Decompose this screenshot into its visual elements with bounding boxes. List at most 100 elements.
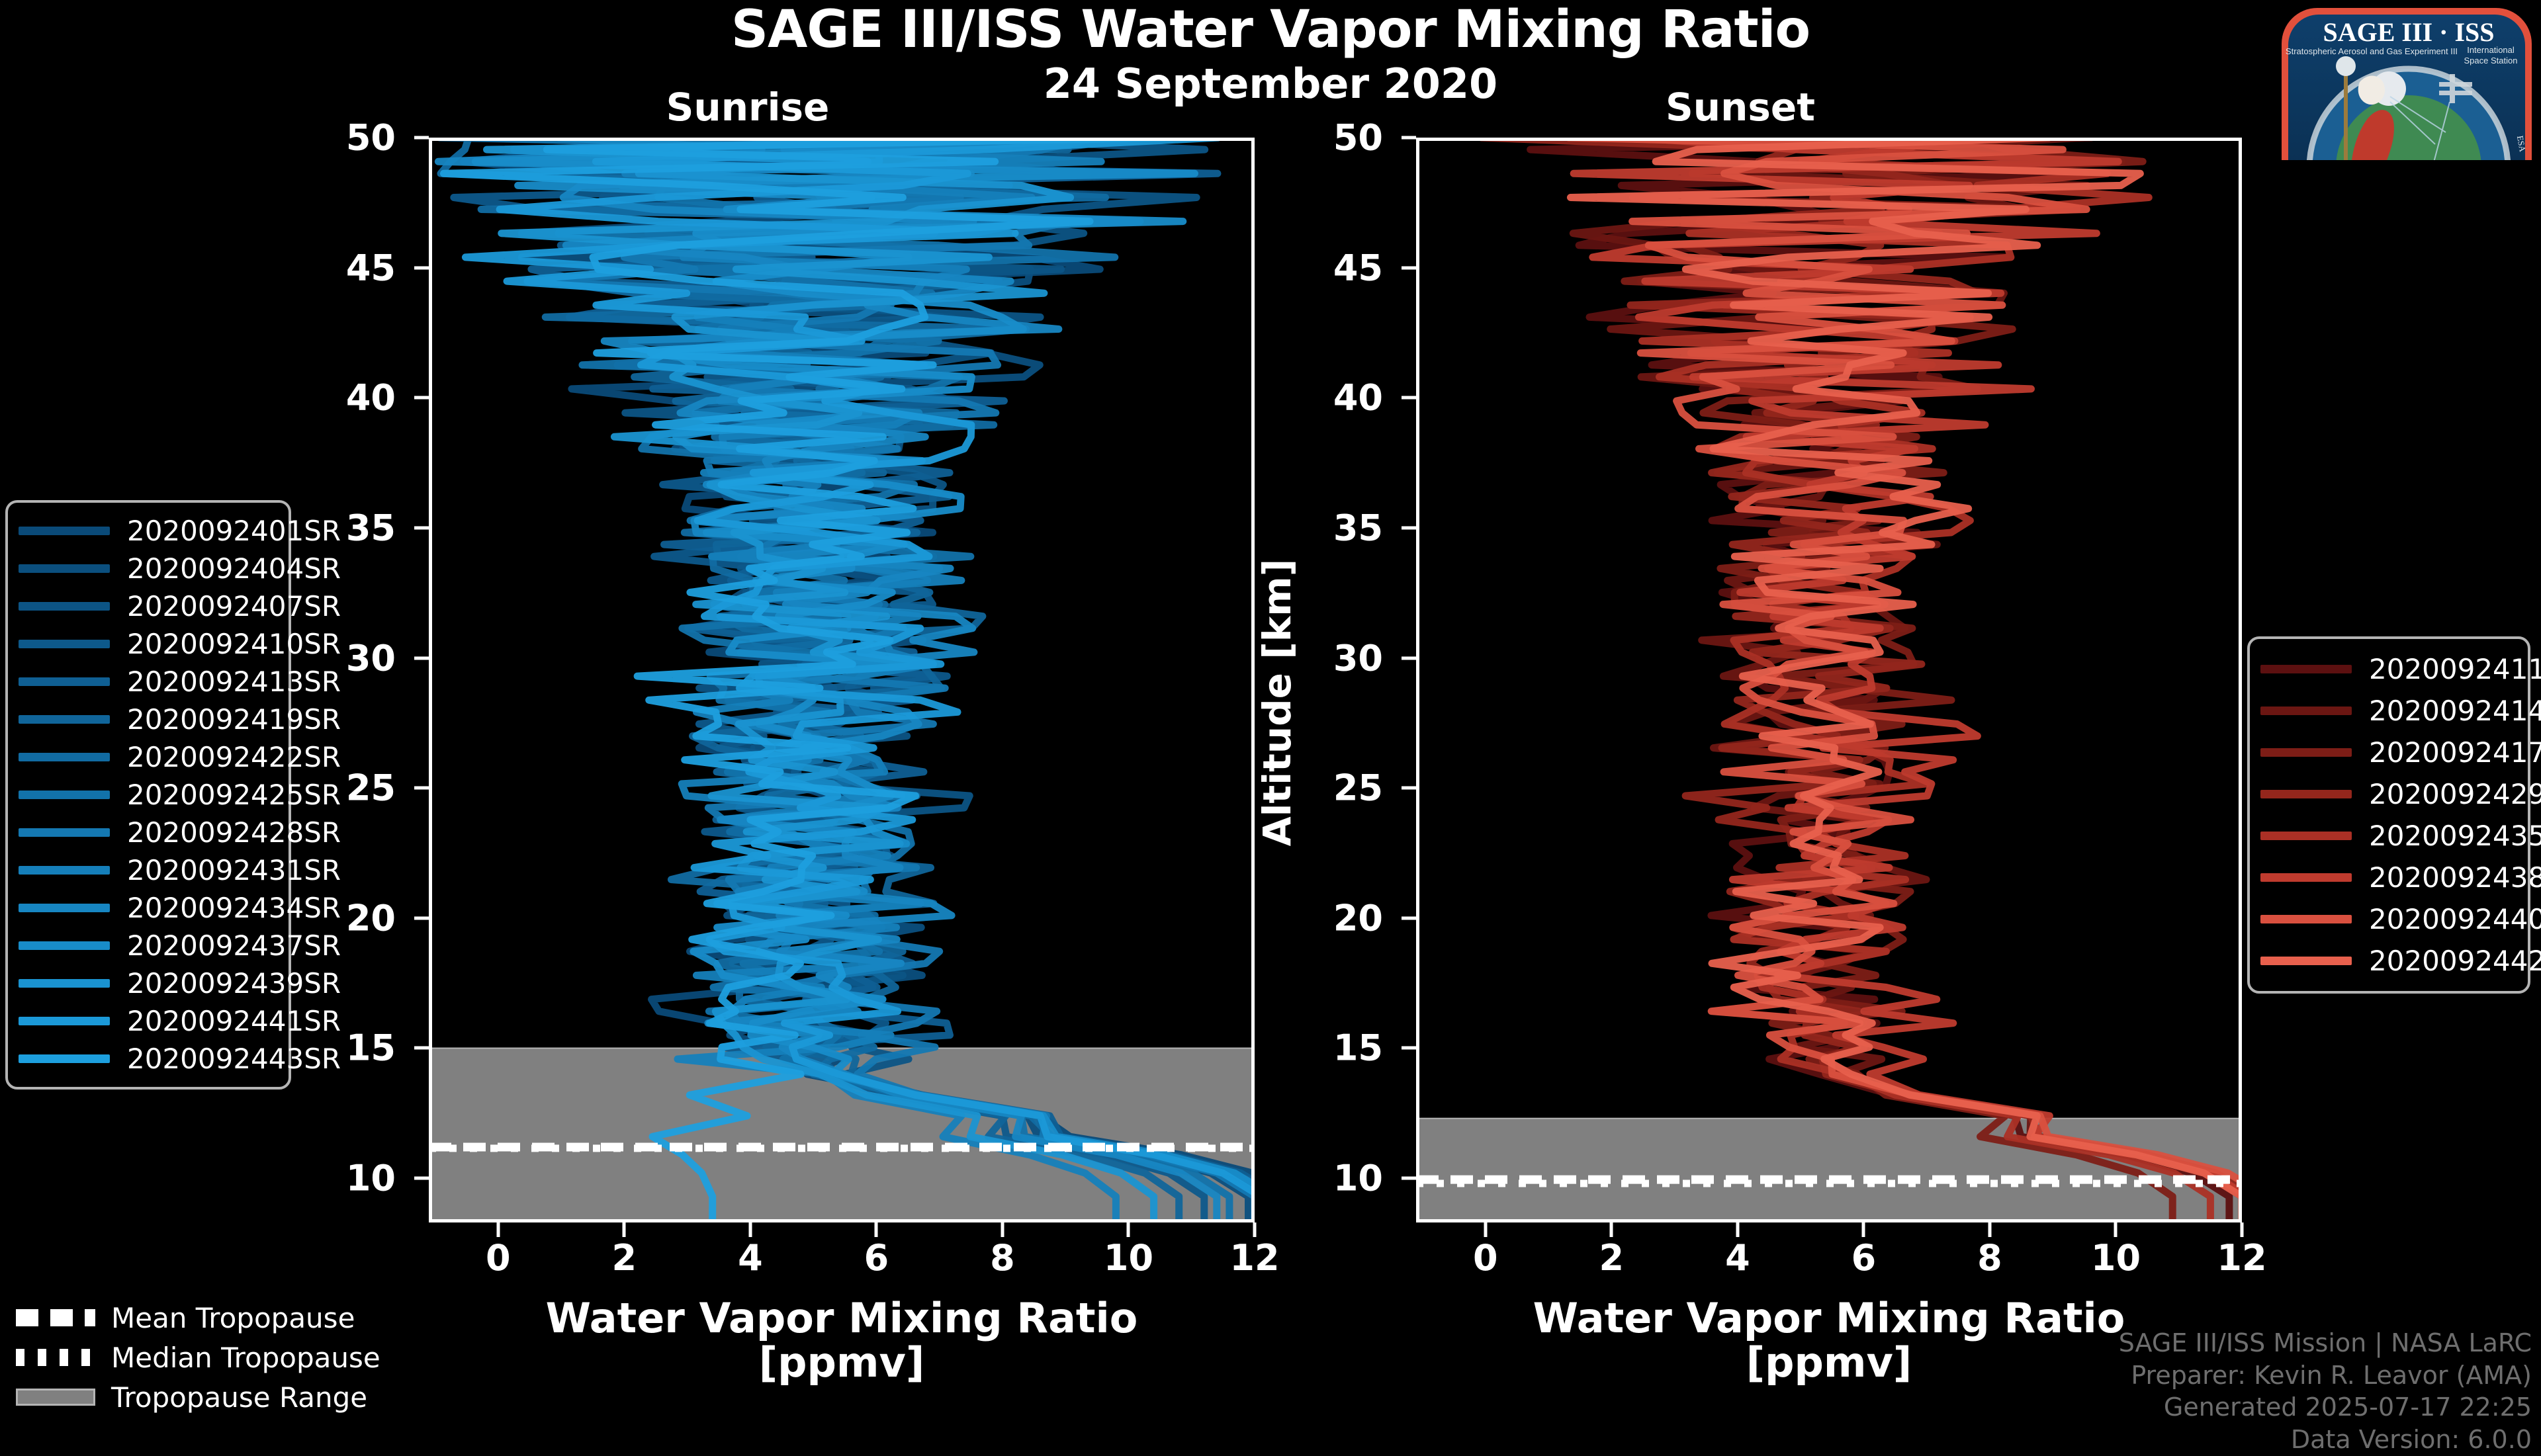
x-tick-label: 6 [1851,1237,1877,1279]
legend-item[interactable]: 2020092411SS [2260,648,2541,690]
y-tick-mark [414,656,429,660]
legend-item[interactable]: 2020092413SR [19,663,341,701]
legend-label: 2020092422SR [127,741,341,773]
y-tick-label: 40 [1333,376,1383,419]
legend-item[interactable]: 2020092441SR [19,1002,341,1040]
legend-item[interactable]: 2020092435SS [2260,815,2541,857]
legend-label: 2020092417SS [2369,736,2541,769]
page-title: SAGE III/ISS Water Vapor Mixing Ratio [731,0,1810,60]
y-tick-label: 15 [1333,1027,1383,1069]
legend-label: 2020092419SR [127,703,341,736]
x-tick-label: 12 [1229,1237,1280,1279]
y-tick-mark [1402,526,1416,530]
y-tick-label: 25 [1333,767,1383,809]
y-tick-label: 10 [345,1157,396,1199]
legend-item-mean-tropopause: Mean Tropopause [16,1298,367,1338]
legend-item[interactable]: 2020092417SS [2260,732,2541,773]
x-tick-mark [1861,1222,1865,1237]
legend-item[interactable]: 2020092407SR [19,587,341,625]
legend-item[interactable]: 2020092401SR [19,512,341,550]
y-tick-mark [414,266,429,270]
legend-color-swatch [2260,790,2352,798]
y-tick-label: 50 [345,116,396,159]
y-tick-mark [1402,1176,1416,1180]
legend-color-swatch [2260,707,2352,715]
legend-label: 2020092441SR [127,1005,341,1037]
legend-color-swatch [19,1017,110,1025]
x-tick-mark [1484,1222,1488,1237]
legend-color-swatch [19,640,110,648]
legend-label: 2020092435SS [2369,820,2541,852]
y-tick-label: 35 [1333,507,1383,549]
legend-item[interactable]: 2020092422SR [19,738,341,776]
sunset-profile-canvas [1416,138,2242,1222]
legend-item[interactable]: 2020092425SR [19,776,341,814]
legend-color-swatch [19,602,110,611]
legend-item[interactable]: 2020092431SR [19,851,341,889]
sunset-panel-label: Sunset [1666,85,1815,130]
sunset-plot-panel: 10 15 20 25 30 35 40 45 50 0 2 4 6 8 10 12 [1333,117,2267,1279]
legend-color-swatch [2260,915,2352,923]
legend-color-swatch [2260,748,2352,757]
legend-item[interactable]: 2020092437SR [19,927,341,964]
x-tick-mark [1253,1222,1257,1237]
legend-label: Median Tropopause [111,1341,380,1374]
y-tick-mark [414,526,429,530]
legend-label: 2020092425SR [127,779,341,811]
legend-item[interactable]: 2020092404SR [19,550,341,587]
legend-item[interactable]: 2020092442SS [2260,940,2541,982]
legend-label: Mean Tropopause [111,1301,355,1334]
legend-color-swatch [19,828,110,837]
y-tick-mark [1402,786,1416,790]
x-tick-label: 0 [485,1237,511,1279]
y-tick-label: 50 [1333,116,1383,159]
legend-label: 2020092439SR [127,967,341,1000]
sunrise-event-legend[interactable]: 2020092401SR 2020092404SR 2020092407SR 2020… [5,500,341,1090]
footer-credits: SAGE III/ISS Mission | NASA LaRC Prepare… [2119,1327,2532,1456]
y-tick-mark [414,1046,429,1050]
y-tick-label: 30 [345,637,396,679]
x-tick-mark [622,1222,626,1237]
legend-label: 2020092442SS [2369,945,2541,977]
sunrise-profile-canvas [429,138,1255,1222]
x-tick-mark [874,1222,878,1237]
legend-item[interactable]: 2020092439SR [19,964,341,1002]
legend-item[interactable]: 2020092419SR [19,701,341,738]
legend-label: 2020092431SR [127,854,341,886]
legend-item[interactable]: 2020092434SR [19,889,341,927]
legend-label: 2020092413SR [127,665,341,698]
logo-subtitle: Stratospheric Aerosol and Gas Experiment… [2286,46,2458,56]
legend-item[interactable]: 2020092428SR [19,814,341,851]
logo-title: SAGE III · ISS [2323,17,2494,47]
legend-label: 2020092440SS [2369,903,2541,935]
legend-item[interactable]: 2020092443SR [19,1040,341,1078]
legend-item[interactable]: 2020092429SS [2260,773,2541,815]
legend-label: 2020092428SR [127,816,341,849]
x-tick-mark [1609,1222,1613,1237]
x-tick-label: 6 [864,1237,889,1279]
tropopause-legend: Mean Tropopause Median Tropopause Tropop… [16,1298,380,1417]
legend-label: 2020092414SS [2369,695,2541,727]
legend-item[interactable]: 2020092410SR [19,625,341,663]
x-tick-label: 4 [1725,1237,1750,1279]
sunset-axes-frame [1416,138,2242,1222]
sunset-x-axis-label: Water Vapor Mixing Ratio [ppmv] [1416,1296,2242,1385]
legend-color-swatch [2260,832,2352,840]
legend-color-swatch [2260,665,2352,673]
x-tick-mark [1988,1222,1992,1237]
legend-label: 2020092429SS [2369,778,2541,810]
y-tick-label: 10 [1333,1157,1383,1199]
legend-item[interactable]: 2020092438SS [2260,857,2541,898]
legend-color-swatch [19,866,110,875]
legend-item[interactable]: 2020092440SS [2260,898,2541,940]
legend-label: 2020092407SR [127,590,341,622]
x-tick-label: 10 [1103,1237,1154,1279]
legend-label: 2020092411SS [2369,653,2541,685]
sunset-event-legend[interactable]: 2020092411SS 2020092414SS 2020092417SS 2020… [2247,636,2541,994]
legend-item[interactable]: 2020092414SS [2260,690,2541,732]
median-tropopause-dot-icon [16,1349,95,1366]
sunrise-plot-panel: 10 15 20 25 30 35 40 45 50 0 2 4 6 8 10 12 [346,117,1280,1279]
y-tick-mark [414,136,429,140]
legend-color-swatch [19,715,110,724]
legend-color-swatch [2260,957,2352,965]
